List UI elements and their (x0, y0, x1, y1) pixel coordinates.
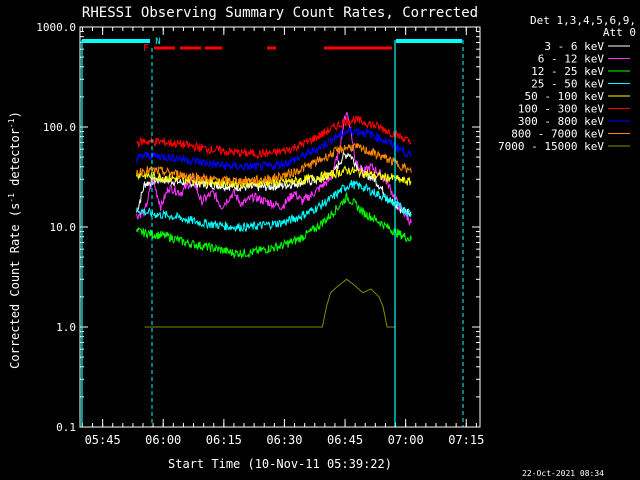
x-tick-label: 06:00 (145, 433, 181, 447)
legend-header-attenuator: Att 0 (603, 26, 636, 39)
y-tick-label: 0.1 (56, 421, 76, 434)
series-line-6 (136, 127, 412, 172)
plot-frame (79, 26, 481, 428)
series-line-8 (144, 278, 396, 328)
series-line-3 (136, 180, 412, 232)
y-label-mid: detector (8, 128, 22, 193)
x-tick-label: 06:15 (206, 433, 242, 447)
legend-label: 50 - 100 keV (525, 90, 605, 103)
generated-date: 22-Oct-2021 08:34 (522, 469, 604, 478)
legend-label: 100 - 300 keV (518, 103, 604, 116)
legend-label: 12 - 25 keV (531, 65, 604, 78)
legend-label: 300 - 800 keV (518, 115, 604, 128)
flare-flag-letter: F (143, 43, 149, 54)
y-tick-label: 1000.0 (36, 21, 76, 34)
x-tick-label: 07:00 (388, 433, 424, 447)
legend-label: 7000 - 15000 keV (498, 140, 604, 153)
legend-header: Det 1,3,4,5,6,9, (530, 14, 636, 27)
x-axis-label: Start Time (10-Nov-11 05:39:22) (168, 457, 392, 471)
x-tick-label: 06:45 (327, 433, 363, 447)
y-tick-label: 100.0 (43, 121, 76, 134)
chart-title: RHESSI Observing Summary Count Rates, Co… (82, 5, 478, 21)
observing-status-markers (81, 39, 464, 427)
series-line-1 (136, 112, 412, 226)
series-line-7 (136, 142, 412, 187)
series-lines (136, 112, 412, 328)
y-label-sup2: -1 (7, 118, 16, 128)
series-line-5 (136, 115, 412, 160)
y-tick-label: 10.0 (50, 221, 77, 234)
y-label-sup1: -1 (7, 193, 16, 203)
x-tick-label: 05:45 (85, 433, 121, 447)
x-tick-label: 06:30 (266, 433, 302, 447)
legend-label: 3 - 6 keV (544, 40, 604, 53)
night-flag-letter: N (155, 37, 160, 47)
y-label-main: Corrected Count Rate (s (8, 203, 22, 369)
y-tick-label: 1.0 (56, 321, 76, 334)
legend-label: 25 - 50 keV (531, 78, 604, 91)
y-label-end: ) (8, 111, 22, 118)
legend-label: 800 - 7000 keV (511, 128, 604, 141)
y-axis-label: Corrected Count Rate (s-1 detector-1) (7, 111, 22, 369)
legend-label: 6 - 12 keV (538, 53, 605, 66)
x-tick-label: 07:15 (448, 433, 484, 447)
series-line-2 (136, 192, 412, 260)
